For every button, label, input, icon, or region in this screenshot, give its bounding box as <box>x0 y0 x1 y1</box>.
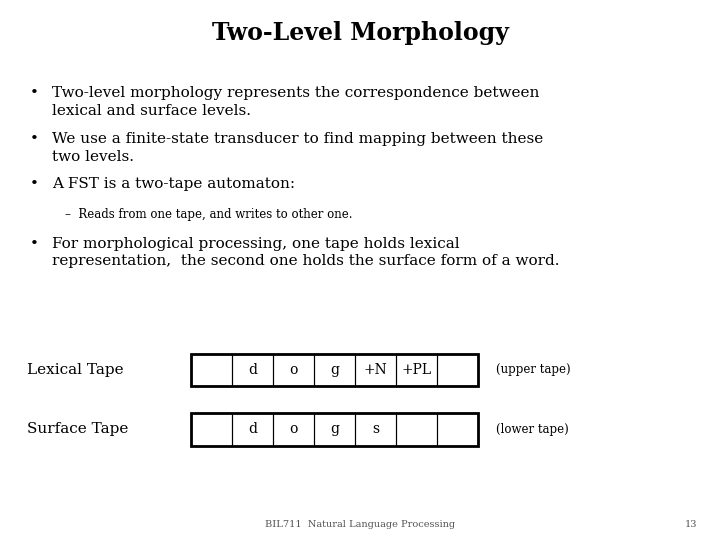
Bar <box>396 354 437 386</box>
Text: BIL711  Natural Language Processing: BIL711 Natural Language Processing <box>265 520 455 529</box>
Text: d: d <box>248 422 257 436</box>
Text: g: g <box>330 422 339 436</box>
Text: A FST is a two-tape automaton:: A FST is a two-tape automaton: <box>52 177 295 191</box>
Text: (upper tape): (upper tape) <box>496 363 571 376</box>
Bar <box>355 413 396 446</box>
Text: We use a finite-state transducer to find mapping between these
two levels.: We use a finite-state transducer to find… <box>52 132 543 164</box>
Text: o: o <box>289 422 297 436</box>
Text: 13: 13 <box>685 520 697 529</box>
Bar <box>191 413 232 446</box>
Bar <box>314 413 355 446</box>
Text: –  Reads from one tape, and writes to other one.: – Reads from one tape, and writes to oth… <box>65 208 352 221</box>
Bar <box>191 413 478 446</box>
Bar <box>314 354 355 386</box>
Text: s: s <box>372 422 379 436</box>
Text: (lower tape): (lower tape) <box>496 423 569 436</box>
Text: o: o <box>289 363 297 377</box>
Text: •: • <box>30 177 39 191</box>
Text: •: • <box>30 237 39 251</box>
Text: Two-Level Morphology: Two-Level Morphology <box>212 21 508 44</box>
Text: For morphological processing, one tape holds lexical
representation,  the second: For morphological processing, one tape h… <box>52 237 559 268</box>
Bar <box>191 354 232 386</box>
Bar <box>273 354 314 386</box>
Text: Lexical Tape: Lexical Tape <box>27 363 124 377</box>
Text: •: • <box>30 86 39 100</box>
Text: Surface Tape: Surface Tape <box>27 422 129 436</box>
Bar <box>232 354 273 386</box>
Bar <box>396 413 437 446</box>
Text: •: • <box>30 132 39 146</box>
Bar <box>437 354 478 386</box>
Bar <box>355 354 396 386</box>
Bar <box>273 413 314 446</box>
Bar <box>191 354 478 386</box>
Text: Two-level morphology represents the correspondence between
lexical and surface l: Two-level morphology represents the corr… <box>52 86 539 118</box>
Text: +N: +N <box>364 363 387 377</box>
Text: g: g <box>330 363 339 377</box>
Bar <box>437 413 478 446</box>
Bar <box>232 413 273 446</box>
Text: d: d <box>248 363 257 377</box>
Text: +PL: +PL <box>402 363 431 377</box>
